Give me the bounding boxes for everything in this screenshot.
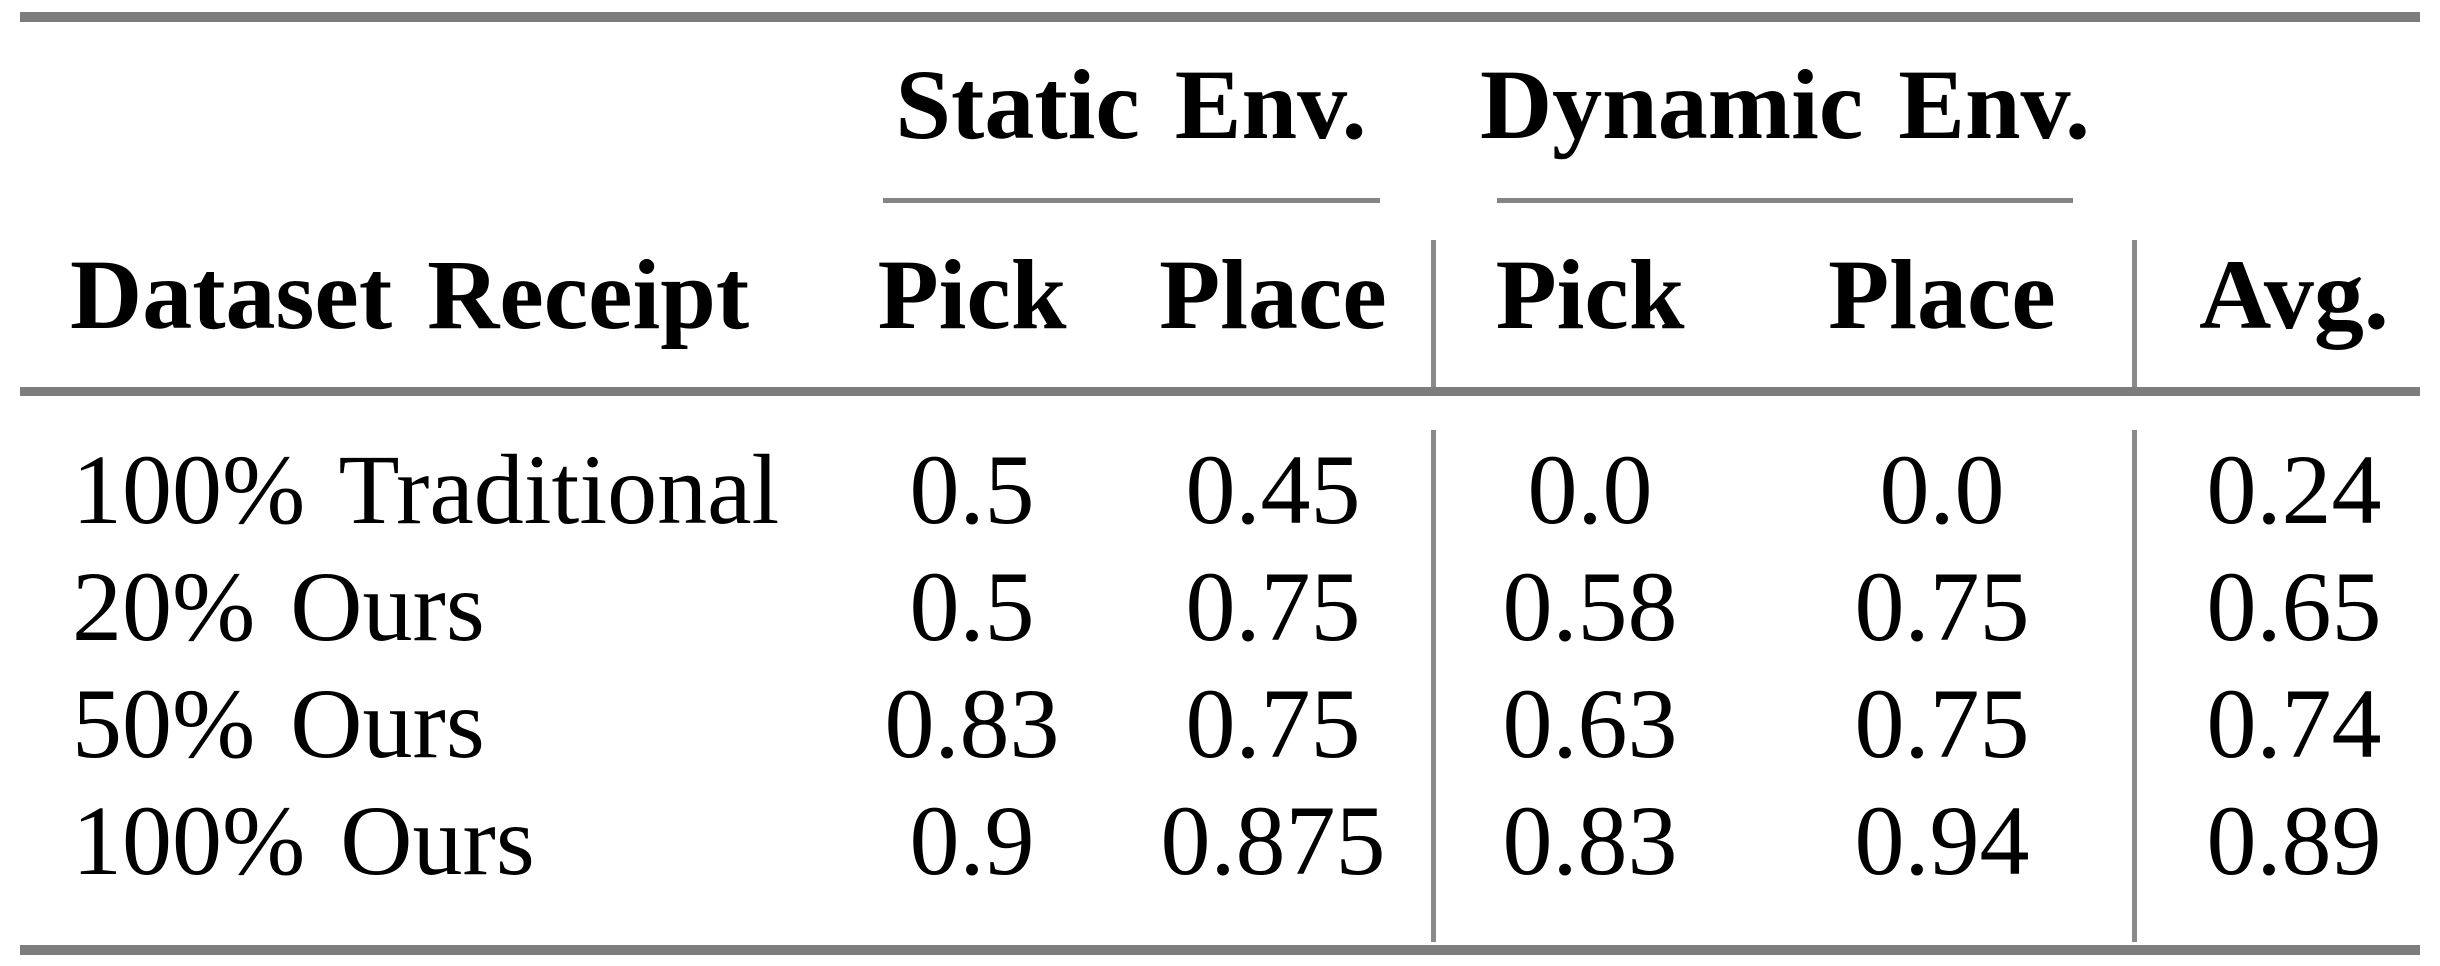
column-header-avg: Avg. [2199,239,2389,350]
cell-static-place: 0.875 [1160,785,1386,896]
separator-dynamic-avg-header [2132,240,2137,387]
column-header-static-place: Place [1159,239,1387,350]
cell-static-pick: 0.83 [884,668,1060,779]
bottom-rule [20,945,2420,955]
cell-avg: 0.89 [2206,785,2382,896]
row-label: 100% Traditional [72,434,780,545]
column-header-dataset-receipt: Dataset Receipt [70,239,750,350]
column-header-dynamic-place: Place [1828,239,2056,350]
cell-static-place: 0.75 [1185,668,1361,779]
column-header-static-pick: Pick [877,239,1067,350]
cell-dynamic-place: 0.0 [1879,434,2005,545]
cell-static-place: 0.75 [1185,551,1361,662]
cell-dynamic-pick: 0.63 [1502,668,1678,779]
row-label: 50% Ours [72,668,485,779]
cell-dynamic-pick: 0.58 [1502,551,1678,662]
cell-dynamic-place: 0.94 [1854,785,2030,896]
top-rule [20,12,2420,22]
column-header-dynamic-pick: Pick [1495,239,1685,350]
dynamic-env-cmidrule [1497,198,2073,203]
row-label: 20% Ours [72,551,485,662]
cell-dynamic-pick: 0.83 [1502,785,1678,896]
group-header-dynamic-env: Dynamic Env. [1479,49,2091,160]
cell-avg: 0.74 [2206,668,2382,779]
separator-static-dynamic-body [1431,430,1436,942]
separator-dynamic-avg-body [2132,430,2137,942]
cell-avg: 0.65 [2206,551,2382,662]
cell-avg: 0.24 [2206,434,2382,545]
cell-dynamic-place: 0.75 [1854,551,2030,662]
cell-static-place: 0.45 [1185,434,1361,545]
cell-static-pick: 0.5 [909,434,1035,545]
static-env-cmidrule [883,198,1380,203]
cell-dynamic-place: 0.75 [1854,668,2030,779]
separator-static-dynamic-header [1431,240,1436,387]
cell-static-pick: 0.5 [909,551,1035,662]
group-header-static-env: Static Env. [895,49,1367,160]
header-rule [20,387,2420,396]
cell-dynamic-pick: 0.0 [1527,434,1653,545]
cell-static-pick: 0.9 [909,785,1035,896]
row-label: 100% Ours [72,785,535,896]
